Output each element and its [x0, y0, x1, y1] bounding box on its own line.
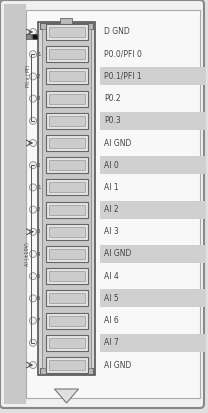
Circle shape: [30, 140, 36, 147]
Bar: [46, 268, 88, 284]
Text: 7: 7: [37, 318, 41, 323]
Bar: [48, 227, 84, 237]
Bar: [48, 94, 84, 104]
Text: 4: 4: [37, 252, 41, 256]
Text: AI 6: AI 6: [104, 316, 119, 325]
Text: P0.2: P0.2: [104, 94, 121, 103]
Bar: [46, 157, 88, 173]
Bar: [46, 335, 88, 351]
Text: P0.0/PFI 0: P0.0/PFI 0: [104, 50, 142, 59]
Circle shape: [30, 206, 36, 213]
Circle shape: [30, 184, 36, 191]
Circle shape: [30, 51, 36, 58]
Bar: [48, 360, 84, 370]
Bar: [48, 293, 84, 304]
Bar: [4, 4, 26, 404]
Bar: [40, 23, 93, 29]
Text: AI GND: AI GND: [104, 249, 131, 259]
Text: 1: 1: [37, 185, 41, 190]
Bar: [100, 67, 206, 85]
Bar: [100, 201, 206, 218]
Bar: [32, 34, 37, 39]
Bar: [48, 183, 84, 192]
Bar: [48, 138, 84, 148]
Circle shape: [30, 251, 36, 257]
Bar: [100, 156, 206, 174]
Text: AI (±10V): AI (±10V): [26, 242, 31, 266]
Bar: [46, 69, 88, 84]
Circle shape: [30, 361, 36, 368]
Bar: [46, 246, 88, 262]
Bar: [46, 290, 88, 306]
Text: 2: 2: [37, 74, 41, 79]
Bar: [46, 224, 88, 240]
Text: 3: 3: [37, 96, 41, 101]
Circle shape: [30, 95, 36, 102]
Bar: [48, 27, 84, 37]
Text: P0.3: P0.3: [104, 116, 121, 125]
Text: AI 2: AI 2: [104, 205, 119, 214]
Text: D GND: D GND: [104, 28, 130, 36]
Bar: [100, 334, 206, 352]
Text: AI 4: AI 4: [104, 272, 119, 281]
Circle shape: [30, 273, 36, 280]
Text: 2: 2: [37, 207, 41, 212]
Bar: [48, 71, 84, 81]
Circle shape: [30, 317, 36, 324]
Polygon shape: [54, 389, 78, 403]
Bar: [48, 204, 84, 215]
Bar: [60, 18, 72, 24]
Text: AI GND: AI GND: [104, 138, 131, 147]
Circle shape: [30, 28, 36, 36]
Circle shape: [30, 228, 36, 235]
Text: AI GND: AI GND: [104, 361, 131, 370]
Text: 0: 0: [37, 163, 41, 168]
Text: AI 7: AI 7: [104, 338, 119, 347]
Bar: [26, 34, 31, 39]
Bar: [46, 357, 88, 373]
Circle shape: [30, 162, 36, 169]
Bar: [48, 338, 84, 348]
Text: AI 3: AI 3: [104, 227, 119, 236]
Bar: [40, 368, 93, 374]
Bar: [46, 135, 88, 151]
FancyBboxPatch shape: [0, 0, 204, 408]
Bar: [26, 10, 200, 398]
Bar: [38, 22, 95, 375]
Bar: [46, 46, 88, 62]
Text: 6: 6: [37, 296, 41, 301]
Text: 5: 5: [37, 274, 41, 279]
Text: P0.x / PFI: P0.x / PFI: [26, 65, 31, 88]
Circle shape: [30, 339, 36, 346]
Bar: [46, 24, 88, 40]
Bar: [48, 316, 84, 325]
Bar: [46, 202, 88, 218]
Text: AI 0: AI 0: [104, 161, 119, 170]
Circle shape: [30, 295, 36, 302]
Bar: [48, 249, 84, 259]
Bar: [46, 90, 88, 107]
Bar: [48, 160, 84, 170]
Bar: [48, 49, 84, 59]
Bar: [46, 179, 88, 195]
Text: AI 1: AI 1: [104, 183, 119, 192]
Text: 1: 1: [37, 52, 41, 57]
Bar: [48, 116, 84, 126]
Text: AI 5: AI 5: [104, 294, 119, 303]
Bar: [48, 271, 84, 281]
Bar: [46, 313, 88, 329]
Circle shape: [30, 117, 36, 124]
Text: 3: 3: [37, 229, 41, 234]
Circle shape: [30, 73, 36, 80]
Bar: [100, 245, 206, 263]
Bar: [42, 29, 91, 368]
Text: P0.1/PFI 1: P0.1/PFI 1: [104, 72, 142, 81]
Bar: [100, 112, 206, 130]
Bar: [46, 113, 88, 129]
Bar: [100, 290, 206, 307]
